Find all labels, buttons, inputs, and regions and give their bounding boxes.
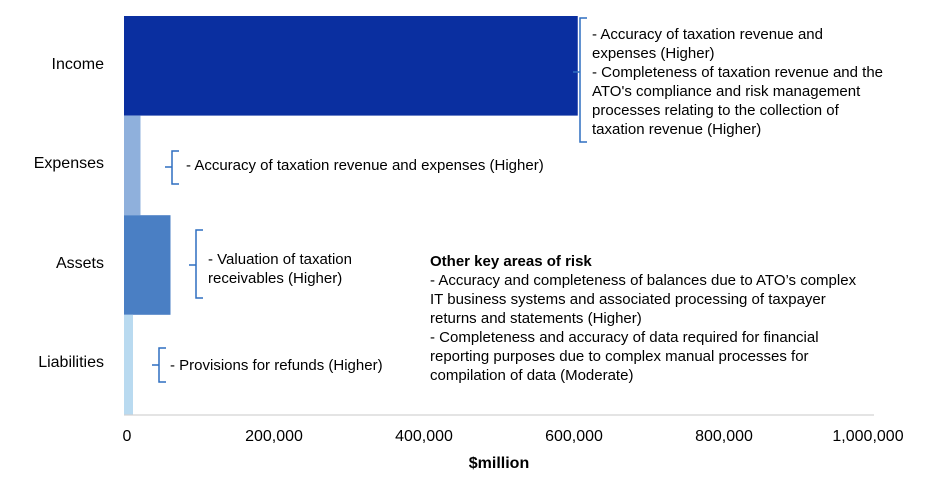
bracket-assets — [189, 229, 203, 299]
x-tick-label: 200,000 — [245, 428, 303, 445]
other-risks-line: compilation of data (Moderate) — [430, 367, 634, 384]
x-tick-label: 0 — [122, 428, 132, 445]
other-risks-heading: Other key areas of risk — [430, 253, 592, 270]
annotation-income-line: expenses (Higher) — [592, 45, 715, 62]
other-risks-line: - Completeness and accuracy of data requ… — [430, 329, 819, 346]
annotation-assets-line: receivables (Higher) — [208, 270, 343, 287]
bar-liabilities — [124, 314, 133, 415]
category-label-assets: Assets — [55, 255, 104, 272]
annotation-income-line: - Completeness of taxation revenue and t… — [592, 64, 884, 81]
bar-assets — [124, 215, 171, 315]
other-risks-line: - Accuracy and completeness of balances … — [430, 272, 857, 289]
other-risks-line: returns and statements (Higher) — [430, 310, 642, 327]
category-label-expenses: Expenses — [33, 155, 104, 172]
category-label-income: Income — [51, 56, 104, 73]
other-risks-box: Other key areas of risk - Accuracy and c… — [430, 252, 856, 385]
annotation-income-line: taxation revenue (Higher) — [592, 121, 762, 138]
annotation-liabilities-line: - Provisions for refunds (Higher) — [170, 357, 383, 374]
bar-income — [124, 16, 578, 116]
bracket-liabilities — [152, 347, 166, 383]
annotation-income-line: ATO's compliance and risk management — [592, 83, 861, 100]
bracket-expenses — [165, 150, 179, 185]
other-risks-line: IT business systems and associated proce… — [430, 291, 826, 308]
category-label-liabilities: Liabilities — [38, 354, 104, 371]
x-tick-label: 400,000 — [395, 428, 453, 445]
x-axis-title: $million — [468, 455, 530, 472]
bar-expenses — [124, 115, 141, 216]
x-tick-label: 1,000,000 — [832, 428, 904, 445]
annotation-income-line: - Accuracy of taxation revenue and — [592, 26, 823, 43]
other-risks-line: reporting purposes due to complex manual… — [430, 348, 809, 365]
annotation-assets-line: - Valuation of taxation — [208, 251, 352, 268]
bracket-income — [573, 17, 587, 143]
x-tick-label: 800,000 — [695, 428, 753, 445]
annotation-expenses-line: - Accuracy of taxation revenue and expen… — [186, 157, 544, 174]
x-tick-label: 600,000 — [545, 428, 603, 445]
annotation-income-line: processes relating to the collection of — [592, 102, 839, 119]
